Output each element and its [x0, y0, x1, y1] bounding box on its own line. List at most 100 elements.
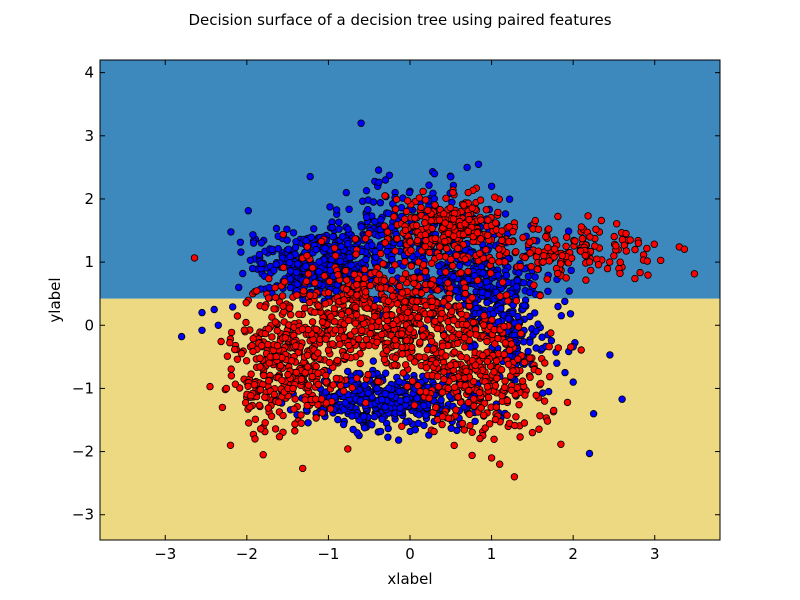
data-point-red — [463, 320, 471, 329]
data-point-red — [407, 262, 415, 270]
data-point-red — [494, 334, 502, 343]
data-point-red — [374, 377, 382, 386]
data-point-red — [398, 422, 406, 430]
data-point-red — [399, 369, 407, 377]
data-point-blue — [526, 288, 534, 297]
x-tick-label: −1 — [317, 545, 339, 563]
data-point-red — [377, 284, 385, 292]
data-point-blue — [307, 233, 315, 241]
data-point-red — [421, 267, 430, 276]
data-point-red — [389, 292, 397, 300]
data-point-red — [415, 194, 423, 202]
data-point-red — [449, 262, 457, 270]
data-point-red — [440, 375, 448, 383]
data-point-blue — [384, 384, 393, 392]
data-point-red — [325, 277, 334, 286]
data-point-red — [381, 192, 389, 200]
data-point-blue — [369, 198, 378, 206]
data-point-red — [265, 377, 273, 385]
data-point-red — [350, 270, 358, 279]
data-point-blue — [177, 332, 186, 341]
data-point-red — [462, 367, 470, 375]
data-point-red — [503, 396, 512, 405]
data-point-blue — [345, 205, 353, 213]
data-point-red — [406, 238, 414, 246]
data-point-red — [411, 358, 419, 366]
data-point-red — [472, 331, 480, 339]
y-tick-label: −1 — [72, 379, 94, 397]
data-point-blue — [396, 397, 405, 405]
data-point-red — [336, 340, 344, 348]
data-point-blue — [425, 181, 433, 189]
data-point-blue — [376, 427, 385, 436]
data-point-red — [622, 247, 630, 255]
data-point-red — [312, 362, 320, 371]
data-point-blue — [381, 176, 390, 184]
data-point-blue — [361, 381, 369, 389]
data-point-red — [631, 245, 639, 254]
data-point-red — [428, 224, 436, 233]
data-point-red — [273, 342, 282, 350]
data-point-red — [391, 354, 400, 362]
data-point-red — [457, 269, 465, 277]
data-point-red — [424, 316, 432, 324]
data-point-red — [356, 359, 364, 368]
data-point-red — [242, 318, 250, 327]
data-point-red — [278, 292, 287, 300]
data-point-red — [451, 383, 459, 391]
data-point-red — [484, 231, 492, 239]
data-point-blue — [284, 245, 293, 253]
data-point-blue — [312, 245, 320, 254]
data-point-red — [340, 296, 348, 304]
data-point-red — [477, 404, 485, 412]
data-point-blue — [338, 232, 347, 241]
data-point-red — [536, 412, 544, 420]
data-point-red — [482, 206, 490, 214]
data-point-red — [532, 391, 540, 399]
data-point-red — [636, 268, 644, 277]
data-point-red — [415, 353, 423, 361]
data-point-blue — [524, 272, 532, 281]
data-point-blue — [371, 217, 379, 226]
data-point-red — [240, 326, 248, 334]
data-point-red — [547, 329, 555, 337]
data-point-blue — [494, 271, 502, 279]
data-point-red — [487, 454, 496, 462]
x-axis-ticks: −3 −2 −1 0 1 2 3 — [154, 60, 660, 563]
data-point-red — [431, 317, 439, 325]
data-point-blue — [286, 283, 295, 292]
data-point-red — [314, 369, 322, 377]
data-point-red — [230, 345, 239, 354]
data-point-red — [390, 213, 398, 221]
data-point-red — [450, 316, 458, 324]
data-point-red — [227, 328, 236, 337]
data-point-red — [301, 304, 309, 312]
data-point-red — [270, 305, 278, 313]
data-point-blue — [567, 266, 575, 275]
data-point-blue — [341, 399, 350, 407]
data-point-blue — [364, 389, 372, 397]
data-point-red — [557, 440, 565, 448]
data-point-red — [231, 380, 240, 388]
data-point-blue — [362, 186, 371, 195]
data-point-red — [690, 270, 699, 278]
data-point-red — [344, 316, 353, 325]
data-point-red — [308, 318, 317, 326]
data-point-red — [411, 304, 420, 312]
data-point-red — [264, 294, 273, 302]
data-point-blue — [228, 303, 237, 311]
data-point-red — [442, 268, 450, 276]
data-point-red — [444, 279, 452, 287]
data-point-red — [227, 372, 236, 380]
data-point-blue — [335, 225, 343, 233]
data-point-red — [257, 425, 265, 433]
data-point-red — [338, 311, 346, 319]
data-point-red — [469, 318, 478, 327]
data-point-red — [454, 393, 462, 401]
data-point-red — [259, 451, 267, 459]
data-point-red — [373, 338, 381, 346]
data-point-red — [342, 267, 350, 275]
data-point-blue — [383, 247, 391, 256]
data-point-red — [359, 341, 367, 349]
data-point-blue — [483, 290, 492, 299]
